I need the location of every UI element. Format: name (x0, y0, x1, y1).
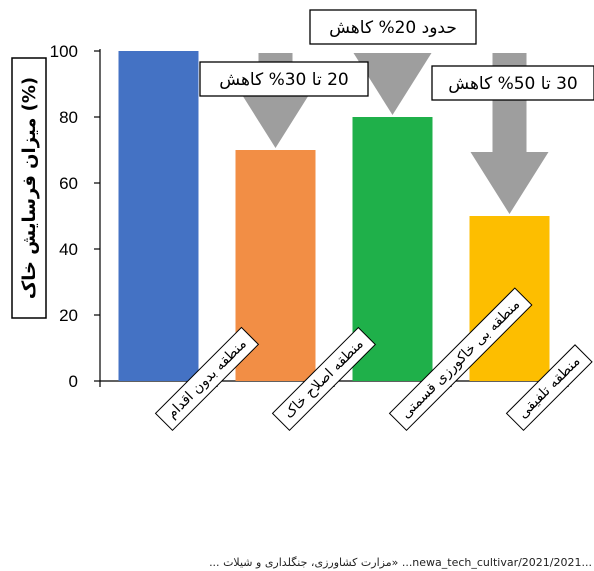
annotation-box (431, 65, 594, 101)
category-label-box (505, 344, 593, 432)
annotation-label: 30 تا 50% کاهش (448, 74, 577, 94)
y-tick-label: 100 (50, 42, 78, 61)
y-tick-label: 0 (69, 372, 78, 391)
y-axis-label-box: میزان فرسایش خاک (%) (11, 57, 47, 319)
category-label-box (271, 326, 376, 432)
reduction-arrows (236, 53, 549, 214)
category-label-box (154, 326, 260, 432)
annotation-label: حدود 20% کاهش (329, 18, 457, 38)
y-tick-label: 60 (59, 174, 78, 193)
annotation-label: 20 تا 30% کاهش (219, 70, 348, 90)
bar (118, 51, 199, 381)
y-tick-label: 40 (59, 240, 78, 259)
annotation-box (199, 61, 369, 97)
y-axis-label: میزان فرسایش خاک (%) (19, 77, 40, 299)
y-tick-label: 80 (59, 108, 78, 127)
source-footer: ... مزارت کشاورزی، جنگلداری و شیلات» ...… (209, 556, 592, 569)
category-label-box (388, 287, 533, 432)
y-tick-label: 20 (59, 306, 78, 325)
bars (118, 51, 550, 381)
annotation-box (309, 9, 477, 45)
reduction-arrow (470, 53, 549, 214)
reduction-arrow (353, 53, 432, 115)
annotation-boxes: 20 تا 30% کاهش حدود 20% کاهش 30 تا 50% کاه… (199, 9, 594, 101)
reduction-arrow (236, 53, 315, 148)
